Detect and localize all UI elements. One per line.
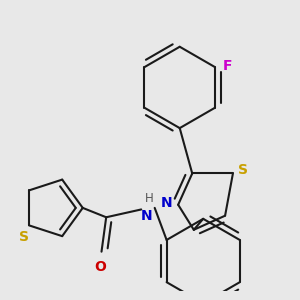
Text: H: H bbox=[145, 192, 154, 206]
Text: S: S bbox=[19, 230, 29, 244]
Text: N: N bbox=[141, 209, 153, 224]
Text: O: O bbox=[94, 260, 106, 274]
Text: S: S bbox=[238, 163, 248, 177]
Text: N: N bbox=[161, 196, 172, 210]
Text: F: F bbox=[223, 58, 232, 73]
